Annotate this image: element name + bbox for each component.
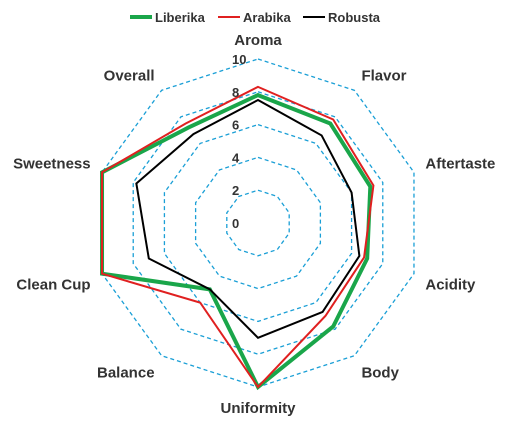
grid-ring-4 (194, 156, 322, 290)
legend-item-arabika: Arabika (218, 10, 291, 25)
grid-ring-2 (226, 189, 290, 257)
tick-label-8: 8 (232, 85, 239, 100)
axis-label-overall: Overall (104, 68, 155, 85)
radial-tick-labels: 0 2 4 6 8 10 (232, 52, 246, 231)
series-arabika (101, 85, 375, 389)
tick-label-4: 4 (232, 150, 240, 165)
grid-ring-8 (132, 91, 384, 355)
series-group (100, 85, 375, 391)
axis-label-acidity: Acidity (425, 276, 476, 293)
series-liberika (100, 92, 373, 391)
axis-label-flavor: Flavor (361, 68, 406, 85)
legend: Liberika Arabika Robusta (130, 10, 381, 25)
legend-label-robusta: Robusta (328, 10, 381, 25)
tick-label-0: 0 (232, 216, 239, 231)
axis-label-aftertaste: Aftertaste (425, 156, 495, 173)
axis-label-aroma: Aroma (234, 32, 282, 49)
axis-label-sweetness: Sweetness (13, 156, 91, 173)
tick-label-2: 2 (232, 183, 239, 198)
legend-label-liberika: Liberika (155, 10, 206, 25)
series-robusta (135, 98, 361, 339)
grid-ring-6 (163, 123, 353, 323)
legend-label-arabika: Arabika (243, 10, 291, 25)
tick-label-10: 10 (232, 52, 246, 67)
tick-label-6: 6 (232, 118, 239, 133)
axis-label-uniformity: Uniformity (221, 400, 297, 417)
legend-item-robusta: Robusta (303, 10, 381, 25)
legend-item-liberika: Liberika (130, 10, 206, 25)
axis-label-clean-cup: Clean Cup (16, 276, 90, 293)
axis-labels: Aroma Flavor Aftertaste Acidity Body Uniformi… (13, 32, 495, 417)
axis-label-body: Body (361, 364, 399, 381)
axis-label-balance: Balance (97, 364, 155, 381)
